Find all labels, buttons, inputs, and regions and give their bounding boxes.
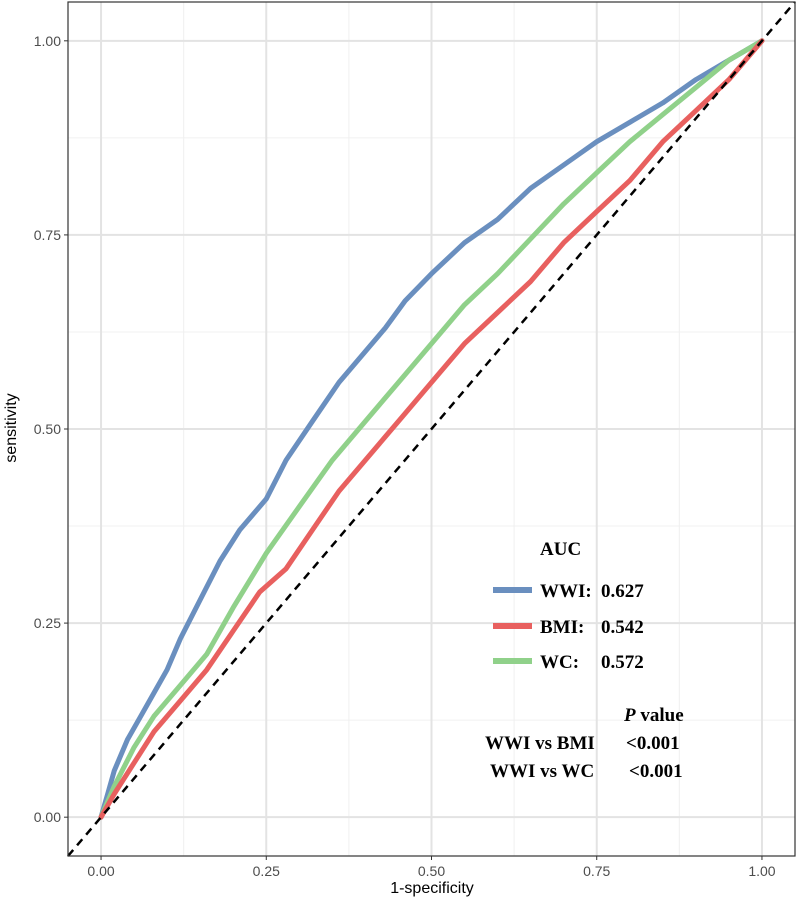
- pvalue-header: P value: [623, 705, 684, 726]
- y-tick-label: 0.25: [34, 615, 61, 631]
- roc-line-wwi: [98, 38, 765, 820]
- pvalue-header-rest: value: [636, 705, 684, 726]
- x-tick-label: 0.75: [583, 863, 610, 879]
- pvalue-row-value: <0.001: [629, 761, 683, 782]
- x-tick-label: 0.00: [87, 863, 114, 879]
- legend-value-wwi: 0.627: [601, 581, 644, 602]
- legend-title: AUC: [540, 539, 581, 560]
- legend-label-bmi: BMI:: [540, 617, 584, 638]
- roc-line-wc: [98, 38, 765, 820]
- series-group: [67, 1, 796, 857]
- legend-value-wc: 0.572: [601, 652, 644, 673]
- legend-item-wc: WC: 0.572: [493, 652, 644, 673]
- pvalue-row-label: WWI vs WC: [490, 761, 594, 782]
- y-tick-label: 1.00: [34, 33, 61, 49]
- legend-value-bmi: 0.542: [601, 617, 644, 638]
- x-axis-title: 1-specificity: [390, 880, 474, 897]
- roc-line-bmi: [98, 38, 765, 820]
- y-axis-title: sensitivity: [3, 393, 20, 462]
- pvalue-row-value: <0.001: [626, 733, 680, 754]
- legend-label-wwi: WWI:: [540, 581, 592, 602]
- pvalue-row-label: WWI vs BMI: [485, 733, 595, 754]
- x-tick-label: 1.00: [748, 863, 775, 879]
- y-tick-label: 0.00: [34, 809, 61, 825]
- x-tick-label: 0.50: [418, 863, 445, 879]
- y-tick-label: 0.50: [34, 421, 61, 437]
- axes: 0.00 0.25 0.50 0.75 1.00 0.00 0.25 0.50 0.75 1.00: [34, 33, 776, 879]
- legend-item-bmi: BMI: 0.542: [493, 617, 644, 638]
- pvalue-header-p: P: [623, 705, 636, 726]
- reference-diagonal: [67, 1, 796, 857]
- pvalue-table: P value WWI vs BMI <0.001 WWI vs WC <0.0…: [485, 705, 684, 782]
- x-tick-label: 0.25: [253, 863, 280, 879]
- legend-label-wc: WC:: [540, 652, 579, 673]
- legend-item-wwi: WWI: 0.627: [493, 581, 644, 602]
- y-tick-label: 0.75: [34, 227, 61, 243]
- legend: AUC WWI: 0.627 BMI: 0.542 WC: 0.572: [493, 539, 644, 673]
